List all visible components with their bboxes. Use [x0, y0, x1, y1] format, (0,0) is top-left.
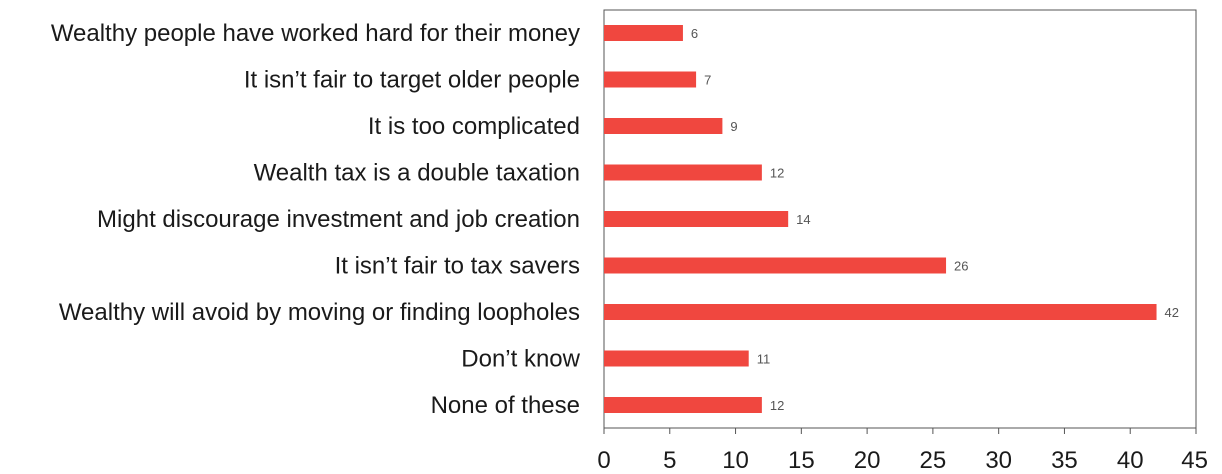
category-label: It isn’t fair to tax savers	[335, 253, 580, 280]
x-tick-label: 0	[597, 447, 610, 474]
category-label: None of these	[431, 392, 580, 419]
data-label: 14	[796, 212, 810, 227]
category-label: Wealthy people have worked hard for thei…	[51, 20, 580, 47]
bar	[604, 25, 683, 41]
bar	[604, 350, 749, 367]
data-label: 7	[704, 73, 711, 88]
bar	[604, 164, 762, 181]
x-tick-label: 5	[663, 447, 676, 474]
bar	[604, 397, 762, 413]
bar	[604, 71, 697, 88]
bar	[604, 304, 1157, 320]
bar	[604, 257, 947, 274]
data-label: 26	[954, 259, 968, 274]
bars-group	[604, 25, 1157, 413]
x-tick-label: 25	[920, 447, 947, 474]
data-label: 11	[757, 352, 771, 367]
category-label: It isn’t fair to target older people	[244, 67, 580, 94]
data-label: 42	[1165, 305, 1179, 320]
x-axis-ticks: 0 5 10 15 20 25 30 35 40 45	[597, 428, 1208, 474]
bar	[604, 211, 789, 227]
x-tick-label: 20	[854, 447, 881, 474]
data-label: 12	[770, 398, 784, 413]
bar	[604, 118, 723, 134]
category-label: Wealthy will avoid by moving or finding …	[59, 299, 580, 326]
category-label: It is too complicated	[368, 113, 580, 140]
category-label: Wealth tax is a double taxation	[254, 160, 580, 187]
x-tick-label: 30	[985, 447, 1012, 474]
x-tick-label: 40	[1117, 447, 1144, 474]
category-label: Don’t know	[461, 346, 580, 373]
x-tick-label: 10	[722, 447, 749, 474]
x-tick-label: 15	[788, 447, 815, 474]
category-label: Might discourage investment and job crea…	[97, 206, 580, 233]
data-label: 6	[691, 26, 698, 41]
x-tick-label: 35	[1051, 447, 1078, 474]
data-label: 9	[730, 119, 737, 134]
category-labels: Wealthy people have worked hard for thei…	[51, 20, 581, 419]
data-labels: 6 7 9 12 14 26 42 11 12	[691, 26, 1179, 413]
data-label: 12	[770, 166, 784, 181]
x-tick-label: 45	[1181, 447, 1208, 474]
